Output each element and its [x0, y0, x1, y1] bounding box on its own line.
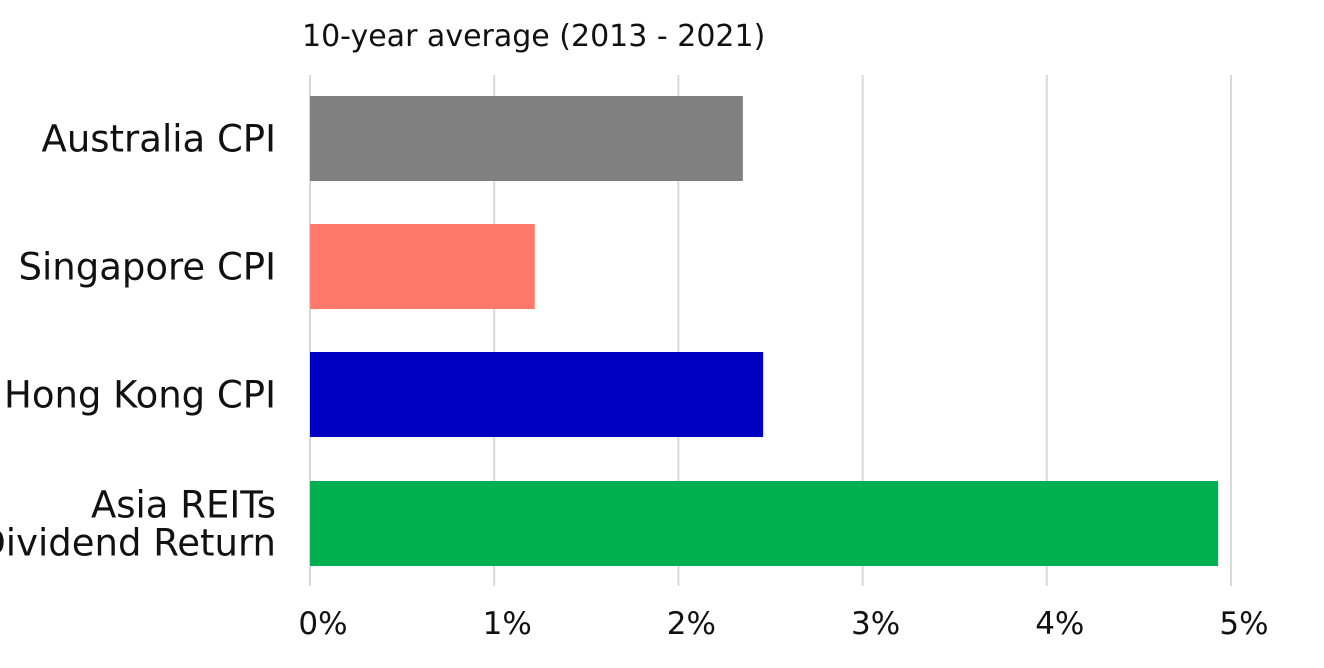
category-label: Asia REITs	[91, 484, 276, 527]
x-tick-label: 4%	[1035, 606, 1084, 642]
category-label: Australia CPI	[42, 118, 276, 161]
bar-singapore-cpi	[310, 224, 535, 309]
bar-asia-reits-dividend-return	[310, 481, 1219, 566]
category-label: Dividend Return	[0, 522, 276, 565]
x-tick-labels: 0% 1% 2% 3% 4% 5%	[298, 606, 1268, 642]
x-tick-label: 1%	[483, 606, 532, 642]
x-tick-label: 0%	[298, 606, 347, 642]
category-labels: Australia CPI Singapore CPI Hong Kong CPI A…	[0, 118, 276, 565]
x-tick-label: 5%	[1219, 606, 1268, 642]
x-tick-label: 2%	[667, 606, 716, 642]
category-label: Hong Kong CPI	[4, 374, 276, 417]
bar-australia-cpi	[310, 96, 743, 181]
bars	[310, 96, 1219, 566]
category-label: Singapore CPI	[19, 246, 276, 289]
bar-hong-kong-cpi	[310, 352, 764, 437]
x-tick-label: 3%	[851, 606, 900, 642]
chart-title: 10-year average (2013 - 2021)	[302, 19, 765, 54]
